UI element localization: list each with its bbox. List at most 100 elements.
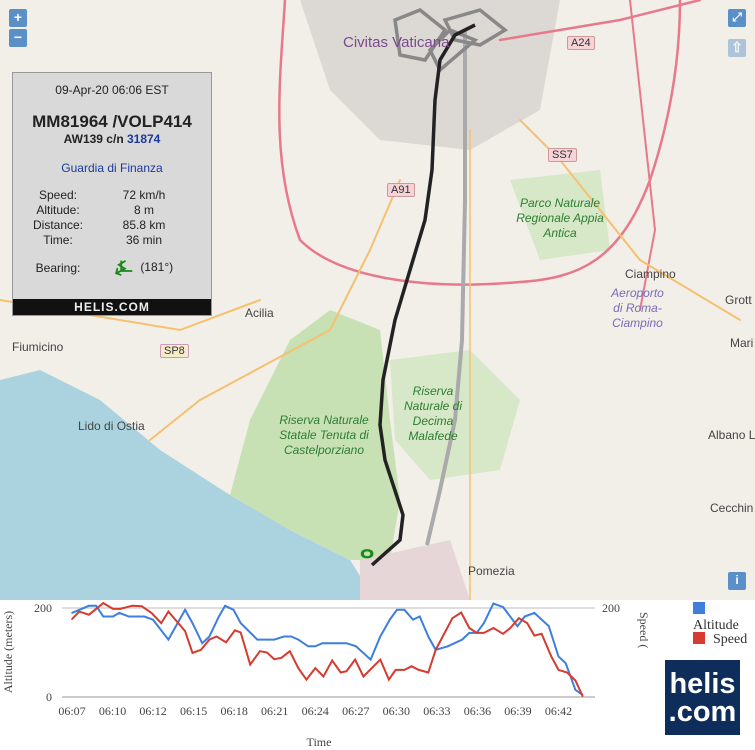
info-button[interactable]: i	[728, 572, 746, 590]
y2-axis-title: Speed (	[637, 612, 651, 648]
data-point-speed	[297, 667, 300, 669]
data-point-speed	[483, 632, 485, 634]
zoom-out-button[interactable]: −	[9, 29, 27, 47]
data-point-altitude	[273, 638, 276, 641]
data-point-altitude	[95, 604, 97, 607]
data-point-altitude	[314, 645, 317, 648]
speed-value: 72 km/h	[122, 188, 166, 202]
data-point-altitude	[201, 642, 203, 644]
data-point-speed	[102, 602, 105, 604]
label-marino: Mari	[730, 336, 754, 350]
data-point-altitude	[290, 635, 292, 638]
data-point-speed	[379, 658, 382, 661]
data-point-speed	[362, 675, 365, 678]
data-point-speed	[88, 613, 90, 616]
helis-footer: HELIS.COM	[13, 299, 211, 315]
data-point-speed	[339, 671, 342, 674]
data-point-altitude	[547, 625, 550, 628]
speed-label: Speed:	[38, 188, 78, 202]
data-point-speed	[215, 635, 218, 638]
data-point-speed	[314, 667, 317, 669]
map-canvas	[0, 0, 741, 600]
north-up-button[interactable]: ⇧	[728, 39, 746, 57]
data-point-speed	[468, 627, 471, 629]
data-point-altitude	[71, 612, 73, 614]
sea	[0, 370, 375, 600]
flight-map[interactable]: Civitas Vaticana Acilia Fiumicino Lido d…	[0, 0, 755, 600]
legend-speed-label: Speed	[713, 632, 748, 647]
data-point-speed	[160, 622, 162, 624]
altitude-swatch	[693, 602, 705, 614]
data-point-speed	[280, 657, 283, 659]
data-point-speed	[557, 669, 560, 671]
data-point-altitude	[502, 606, 504, 608]
flight-track	[370, 23, 476, 567]
data-point-speed	[502, 633, 504, 635]
speed-swatch	[693, 632, 705, 644]
data-point-altitude	[127, 615, 130, 618]
data-point-speed	[403, 669, 406, 671]
aircraft-type: AW139 c/n 31874	[13, 132, 211, 146]
data-point-speed	[322, 675, 325, 678]
x-tick-label: 06:30	[383, 704, 410, 718]
data-point-altitude	[516, 625, 519, 628]
data-point-speed	[249, 663, 251, 666]
data-point-speed	[273, 658, 276, 660]
logo-line1: helis	[669, 668, 736, 700]
data-point-speed	[239, 631, 242, 634]
data-point-altitude	[239, 622, 242, 624]
data-point-speed	[208, 638, 211, 641]
data-point-altitude	[468, 632, 471, 634]
x-tick-label: 06:36	[464, 704, 491, 718]
data-point-speed	[574, 679, 577, 682]
data-point-speed	[259, 650, 261, 652]
cn-link[interactable]: 31874	[126, 132, 161, 146]
time-value: 36 min	[125, 233, 163, 247]
data-point-speed	[131, 604, 134, 607]
label-cecchina: Cecchin	[710, 501, 754, 515]
series-line-altitude	[71, 602, 584, 696]
data-point-altitude	[88, 604, 90, 607]
flight-date: 09-Apr-20 06:06 EST	[55, 83, 169, 97]
fullscreen-button[interactable]: ⤢	[728, 9, 746, 27]
data-point-speed	[119, 608, 121, 610]
x-tick-label: 06:12	[139, 704, 166, 718]
data-point-speed	[434, 649, 437, 651]
data-point-altitude	[389, 618, 391, 621]
data-point-altitude	[283, 635, 285, 638]
data-point-speed	[418, 669, 420, 671]
data-point-altitude	[218, 615, 220, 618]
y-tick-label: 200	[34, 601, 52, 615]
flight-tracks	[370, 7, 509, 567]
bearing-value: (181°)	[140, 260, 174, 274]
label-albano: Albano L	[708, 428, 755, 442]
data-point-altitude	[152, 618, 154, 621]
data-point-speed	[533, 634, 536, 637]
data-point-altitude	[167, 638, 170, 641]
y2-tick-label: 200	[602, 601, 620, 615]
label-acilia: Acilia	[245, 306, 274, 320]
data-point-speed	[410, 665, 413, 668]
data-point-speed	[71, 618, 73, 620]
data-point-speed	[345, 670, 348, 672]
x-tick-label: 06:24	[302, 704, 329, 718]
x-tick-label: 06:07	[58, 704, 85, 718]
data-point-altitude	[321, 642, 324, 644]
data-point-altitude	[191, 622, 194, 624]
shield-ss7: SS7	[548, 148, 577, 162]
helis-logo[interactable]: helis .com	[665, 660, 740, 735]
label-appia: Parco Naturale Regionale Appia Antica	[516, 196, 604, 240]
data-point-altitude	[297, 638, 300, 641]
data-point-altitude	[379, 635, 382, 638]
shield-a24: A24	[567, 36, 595, 50]
operator-link[interactable]: Guardia di Finanza	[61, 161, 163, 175]
zoom-in-button[interactable]: +	[9, 9, 27, 27]
data-point-altitude	[184, 608, 186, 611]
label-pomezia: Pomezia	[468, 564, 515, 578]
x-tick-label: 06:33	[423, 704, 450, 718]
x-tick-label: 06:27	[342, 704, 369, 718]
registration: MM81964 /VOLP414	[32, 112, 192, 131]
legend-altitude: Altitude	[693, 602, 755, 634]
data-point-speed	[305, 678, 308, 681]
helicopter-icon[interactable]: ⴰ	[360, 538, 375, 563]
